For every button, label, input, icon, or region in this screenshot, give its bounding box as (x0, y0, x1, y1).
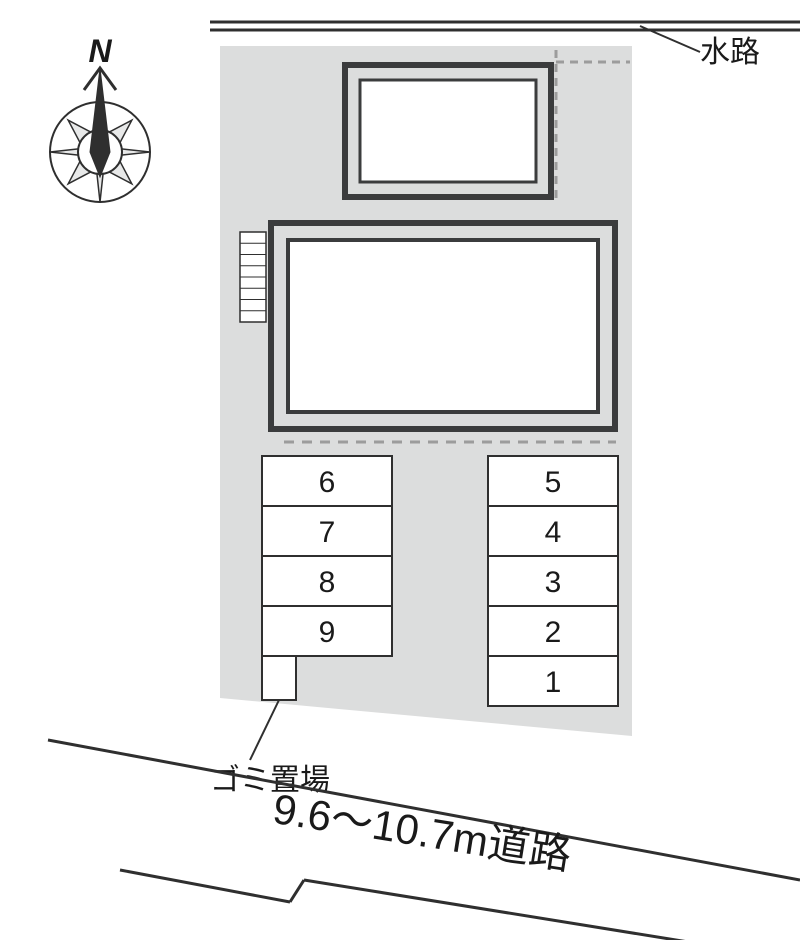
parking-left-label-8: 8 (319, 566, 336, 599)
site-plan-diagram: 水路678954321ゴミ置場9.6～10.7m道路N (0, 0, 800, 940)
parking-right-label-2: 2 (545, 616, 562, 649)
building-small-inner (360, 80, 536, 182)
parking-right-label-4: 4 (545, 516, 562, 549)
parking-left-label-6: 6 (319, 466, 336, 499)
parking-right-label-5: 5 (545, 466, 562, 499)
parking-left-label-7: 7 (319, 516, 336, 549)
compass-n-label: N (88, 33, 112, 69)
parking-right-label-3: 3 (545, 566, 562, 599)
parking-right-label-1: 1 (545, 666, 562, 699)
waterway-label: 水路 (700, 36, 760, 69)
building-large-inner (288, 240, 598, 412)
parking-left-label-9: 9 (319, 616, 336, 649)
trash-box (262, 656, 296, 700)
